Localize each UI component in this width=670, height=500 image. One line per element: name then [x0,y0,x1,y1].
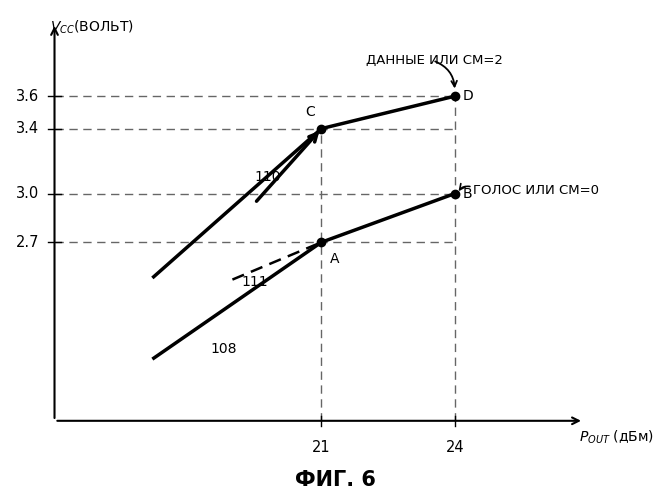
Text: 21: 21 [312,440,331,456]
Text: $\mathit{P}_{OUT}$ (дБм): $\mathit{P}_{OUT}$ (дБм) [580,429,655,446]
Text: ФИГ. 6: ФИГ. 6 [295,470,375,490]
Text: D: D [463,89,474,103]
Text: ГОЛОС ИЛИ СМ=0: ГОЛОС ИЛИ СМ=0 [472,184,598,197]
Text: C: C [305,105,315,119]
Text: A: A [330,252,339,266]
Text: 108: 108 [210,342,237,355]
Text: 3.6: 3.6 [16,88,39,104]
Text: $\mathit{V}_{CC}$(ВОЛЬТ): $\mathit{V}_{CC}$(ВОЛЬТ) [50,18,134,36]
Text: 3.0: 3.0 [15,186,39,201]
Text: 111: 111 [241,275,268,289]
Text: 110: 110 [255,170,281,183]
Text: B: B [463,186,472,200]
Text: 2.7: 2.7 [15,235,39,250]
Text: 24: 24 [446,440,464,456]
Text: 3.4: 3.4 [16,121,39,136]
Text: ДАННЫЕ ИЛИ СМ=2: ДАННЫЕ ИЛИ СМ=2 [366,54,502,67]
